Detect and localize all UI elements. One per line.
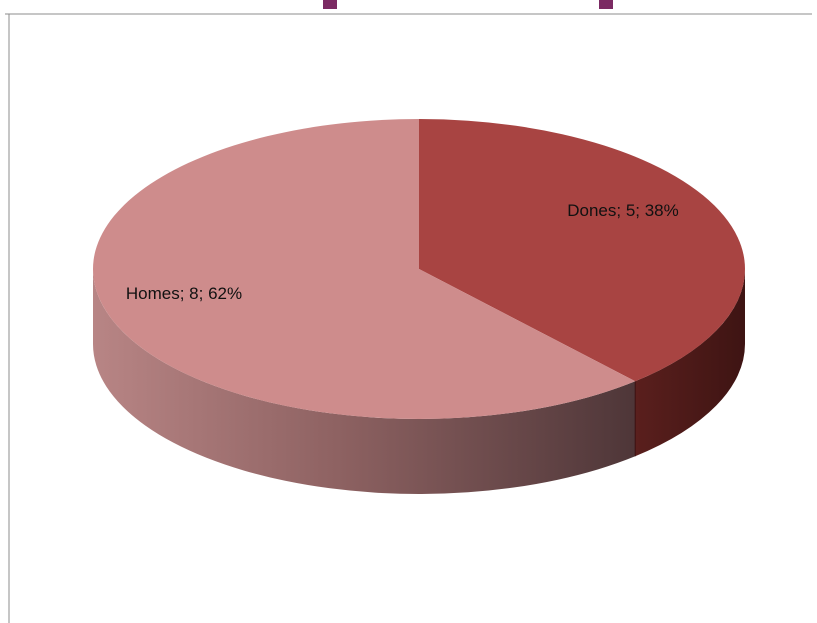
slice-dones (419, 119, 745, 382)
title-fragment-right (599, 0, 613, 9)
slice-side-dones (635, 269, 745, 457)
data-label-dones: Dones; 5; 38% (567, 201, 679, 220)
slice-homes (92, 119, 636, 419)
slice-side-homes (93, 269, 636, 494)
title-fragment-left (323, 0, 337, 9)
data-label-homes: Homes; 8; 62% (126, 284, 242, 303)
